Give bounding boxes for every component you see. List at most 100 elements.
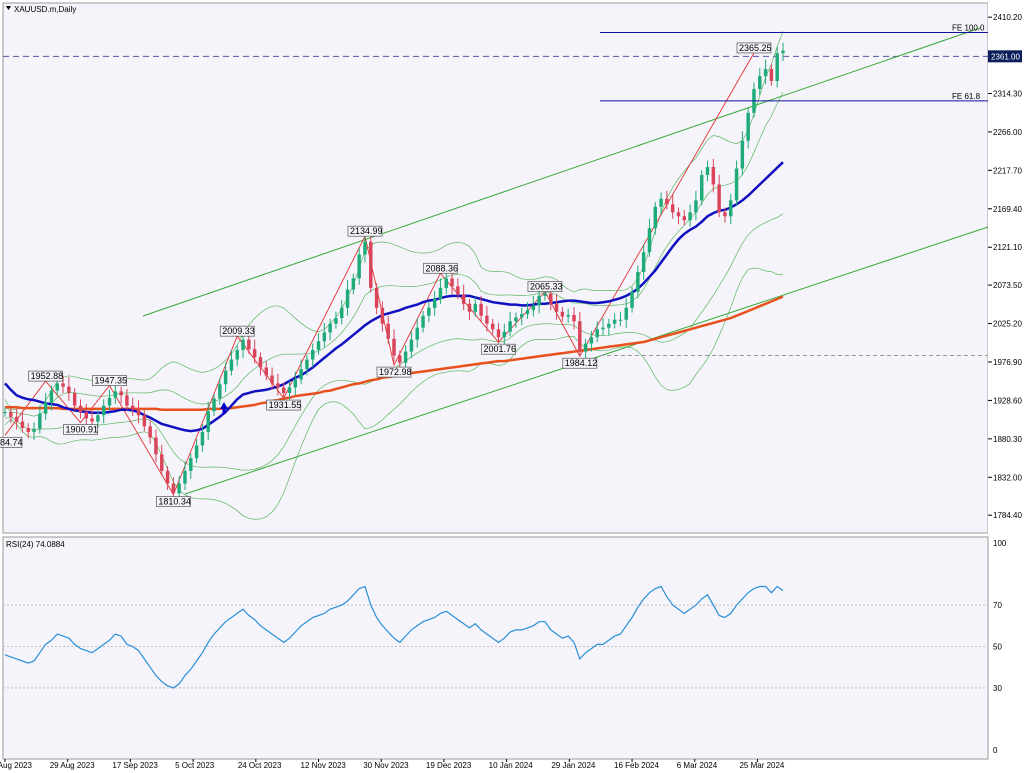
candle-body: [61, 383, 65, 387]
candle-body: [572, 314, 576, 322]
candle-body: [415, 327, 419, 340]
candle-body: [148, 426, 152, 438]
candle-body: [647, 228, 652, 253]
candle-body: [171, 483, 176, 494]
candle-body: [136, 409, 141, 416]
candle-body: [247, 339, 251, 350]
candle-body: [369, 241, 373, 288]
rsi-tick-label: 100: [993, 539, 1007, 548]
candle-body: [688, 212, 692, 221]
candle-body: [101, 405, 106, 416]
swing-label-box: [28, 370, 63, 382]
y-tick-label: 2121.10: [993, 243, 1022, 252]
candle-body: [90, 418, 94, 422]
candle-body: [601, 327, 605, 330]
candle-body: [659, 198, 663, 207]
candle-body: [595, 329, 599, 338]
swing-label: 1884.74: [0, 437, 23, 447]
candle-body: [653, 206, 657, 229]
candle-body: [154, 437, 158, 455]
candle-body: [299, 369, 303, 380]
candle-body: [583, 343, 588, 352]
y-tick-label: 1832.00: [993, 473, 1022, 482]
swing-label-box: [219, 325, 255, 337]
x-tick-label: 6 Mar 2024: [677, 761, 718, 770]
candle-body: [316, 341, 321, 350]
y-tick-label: 2025.20: [993, 320, 1022, 329]
chart-title: XAUUSD.m,Daily: [14, 5, 76, 14]
candle-body: [55, 383, 59, 391]
swing-label: 2365.25: [739, 43, 772, 53]
candle-body: [618, 319, 623, 321]
candle-body: [711, 166, 716, 185]
candle-body: [26, 427, 30, 432]
swing-label-box: [423, 262, 458, 274]
candle-body: [461, 294, 466, 304]
swing-label-box: [0, 436, 23, 448]
candle-body: [589, 337, 594, 344]
chart-dropdown-icon[interactable]: [6, 6, 11, 10]
candle-body: [305, 359, 309, 370]
candle-body: [165, 470, 170, 484]
candle-body: [549, 293, 553, 304]
y-tick-label: 1880.30: [993, 435, 1022, 444]
swing-label-box: [92, 375, 127, 386]
swing-label: 1947.35: [95, 375, 128, 385]
swing-label-box: [156, 496, 191, 507]
candles: [3, 42, 785, 502]
buy-arrow-icon: [220, 402, 228, 414]
candle-body: [421, 315, 425, 328]
candle-body: [357, 254, 361, 279]
candle-body: [113, 391, 118, 398]
candle-body: [206, 411, 210, 432]
candle-body: [9, 412, 13, 417]
candle-body: [177, 483, 181, 494]
candle-body: [345, 289, 350, 308]
candle-body: [3, 412, 7, 414]
x-tick-label: 19 Dec 2023: [426, 761, 472, 770]
candle-body: [578, 321, 582, 352]
swing-label: 2134.99: [350, 226, 383, 236]
candle-body: [84, 412, 89, 419]
y-tick-label: 2410.20: [993, 13, 1022, 22]
candle-body: [125, 395, 129, 406]
rsi-series-line: [4, 585, 784, 689]
candle-body: [241, 339, 245, 350]
x-tick-label: 24 Oct 2023: [238, 761, 282, 770]
swing-label: 2009.33: [222, 326, 255, 336]
x-tick-label: 16 Feb 2024: [614, 761, 659, 770]
candle-body: [682, 216, 687, 221]
candle-body: [264, 367, 268, 376]
swing-label: 1810.34: [158, 497, 191, 507]
rsi-line: [4, 585, 784, 689]
x-tick-label: 29 Jan 2024: [551, 761, 596, 770]
candle-body: [740, 140, 745, 169]
candle-body: [467, 303, 472, 312]
fib-label: FE 61.8: [952, 92, 981, 101]
candle-body: [310, 349, 315, 360]
candle-body: [276, 383, 280, 388]
candle-body: [473, 303, 478, 312]
candle-body: [607, 323, 611, 328]
swing-label: 2088.36: [425, 263, 458, 273]
rsi-tick-label: 30: [993, 684, 1002, 693]
candle-body: [322, 332, 327, 342]
y-tick-label: 2169.40: [993, 205, 1022, 214]
rsi-tick-label: 70: [993, 601, 1002, 610]
swing-label-box: [376, 366, 412, 378]
candle-body: [665, 198, 669, 205]
candle-body: [694, 200, 698, 213]
candle-body: [775, 53, 779, 81]
candle-body: [194, 445, 199, 459]
rsi-tick-label: 50: [993, 643, 1002, 652]
candle-body: [508, 321, 512, 332]
y-tick-label: 1976.90: [993, 358, 1022, 367]
candle-body: [676, 212, 681, 217]
channel-upper-line: [142, 27, 981, 317]
swing-label-box: [527, 281, 563, 292]
candle-body: [223, 370, 228, 385]
candle-body: [200, 431, 205, 446]
candle-body: [252, 349, 257, 358]
swing-label: 2001.76: [484, 344, 517, 354]
candle-body: [398, 355, 402, 363]
